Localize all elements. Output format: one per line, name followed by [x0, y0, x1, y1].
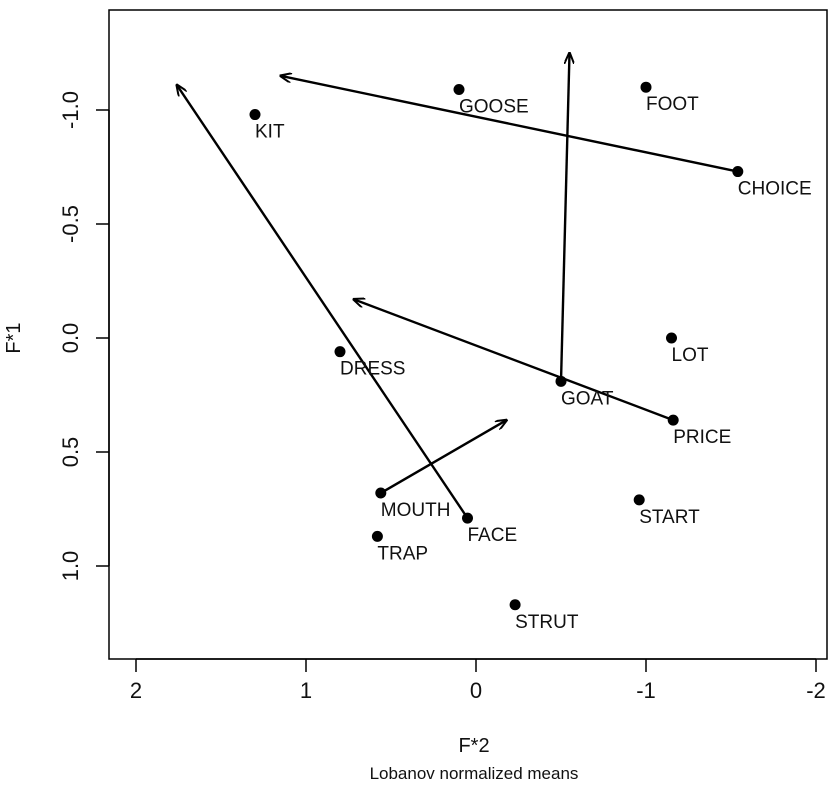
- y-tick-label: 0.0: [58, 323, 83, 354]
- point-label-mouth: MOUTH: [381, 500, 451, 521]
- y-tick-label: 0.5: [58, 437, 83, 468]
- arrows-layer: [177, 53, 739, 519]
- point-labels-layer: KIT GOOSE FOOT CHOICE LOT DRESS GOAT PRICE MOUTH…: [255, 94, 812, 633]
- point-label-start: START: [639, 507, 700, 528]
- x-axis-title: F*2: [458, 735, 489, 757]
- x-tick-label: 2: [130, 678, 142, 703]
- x-tick-label: -1: [636, 678, 656, 703]
- point-label-foot: FOOT: [646, 94, 699, 115]
- point-lot: [666, 332, 677, 344]
- point-label-choice: CHOICE: [738, 179, 812, 200]
- point-label-goose: GOOSE: [459, 96, 529, 117]
- x-axis: 2 1 0 -1 -2: [130, 658, 826, 703]
- x-tick-label: -2: [806, 678, 826, 703]
- point-label-kit: KIT: [255, 122, 285, 143]
- point-goat: [555, 375, 567, 387]
- point-label-strut: STRUT: [515, 612, 579, 633]
- arrow-choice: [281, 76, 739, 173]
- chart-subtitle: Lobanov normalized means: [370, 764, 579, 783]
- point-label-face: FACE: [468, 525, 518, 546]
- y-tick-label: 1.0: [58, 551, 83, 582]
- point-label-lot: LOT: [672, 345, 709, 366]
- point-goose: [453, 83, 465, 95]
- point-trap: [371, 530, 383, 542]
- point-kit: [249, 109, 261, 121]
- x-tick-label: 1: [300, 678, 312, 703]
- arrow-mouth: [380, 420, 507, 495]
- arrow-price: [354, 299, 674, 422]
- point-foot: [640, 81, 652, 93]
- point-start: [633, 494, 645, 506]
- x-tick-label: 0: [470, 678, 482, 703]
- point-label-goat: GOAT: [561, 388, 614, 409]
- y-axis: -1.0 -0.5 0.0 0.5 1.0: [58, 91, 110, 582]
- y-axis-title: F*1: [3, 322, 25, 353]
- y-tick-label: -0.5: [58, 205, 83, 243]
- point-mouth: [375, 487, 387, 499]
- point-label-dress: DRESS: [340, 359, 405, 380]
- point-label-trap: TRAP: [377, 543, 428, 564]
- point-strut: [509, 599, 521, 611]
- points-layer: [249, 81, 744, 611]
- point-face: [462, 512, 473, 524]
- y-tick-label: -1.0: [58, 91, 83, 129]
- point-label-price: PRICE: [673, 427, 731, 448]
- point-dress: [334, 346, 346, 358]
- point-choice: [732, 166, 744, 178]
- arrow-goat: [559, 53, 570, 382]
- arrow-face: [177, 85, 469, 519]
- point-price: [667, 414, 679, 426]
